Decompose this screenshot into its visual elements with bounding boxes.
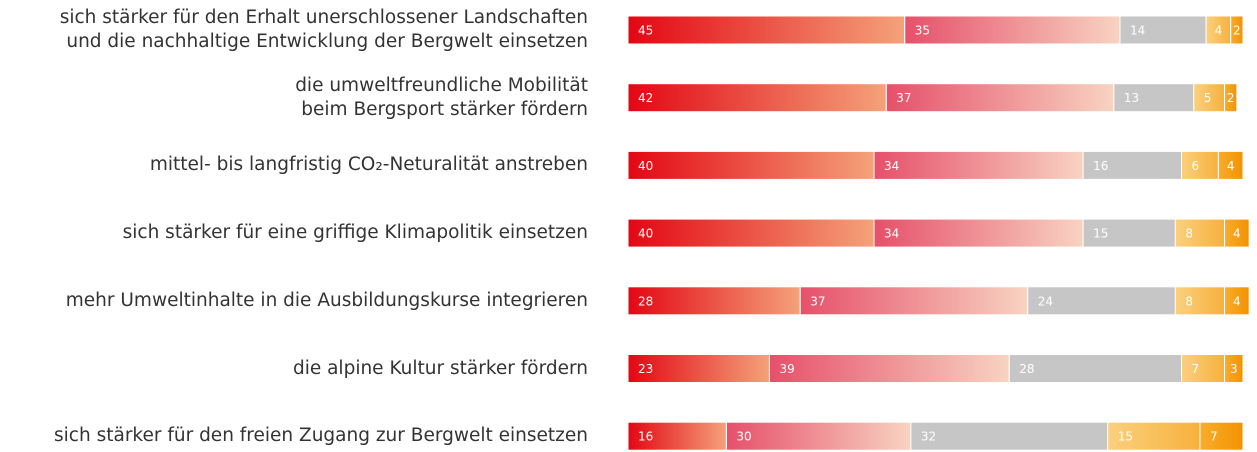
bar-segment	[910, 421, 1109, 451]
value-label: 37	[810, 294, 825, 308]
value-label: 15	[1118, 430, 1133, 444]
value-label: 4	[1233, 294, 1241, 308]
value-label: 16	[1093, 159, 1108, 173]
category-label: mittel- bis langfristig CO₂-Neturalität …	[149, 154, 588, 176]
bar-segment	[1008, 354, 1182, 383]
bar-segment	[725, 421, 912, 451]
value-label: 2	[1233, 24, 1241, 38]
bar-segment	[627, 354, 770, 383]
value-label: 40	[638, 227, 653, 241]
bar-segment	[627, 286, 801, 316]
value-label: 45	[638, 24, 653, 38]
value-label: 4	[1233, 227, 1241, 241]
bar-segment	[1107, 421, 1201, 451]
value-label: 37	[896, 91, 911, 105]
bar-segment	[1113, 83, 1195, 113]
value-label: 6	[1192, 159, 1200, 173]
category-label: sich stärker für den freien Zugang zur B…	[54, 425, 588, 447]
value-label: 28	[1019, 362, 1034, 376]
value-label: 32	[921, 430, 936, 444]
value-label: 4	[1215, 24, 1223, 38]
bar-segment	[627, 83, 887, 113]
value-label: 5	[1204, 91, 1212, 105]
category-label: sich stärker für eine griffige Klimapoli…	[122, 222, 588, 244]
bar-segment	[1230, 15, 1244, 45]
value-label: 7	[1210, 430, 1218, 444]
value-label: 8	[1185, 294, 1193, 308]
value-label: 30	[736, 430, 751, 444]
value-label: 24	[1038, 294, 1053, 308]
bar-segment	[885, 83, 1115, 113]
bar-segment	[627, 421, 727, 451]
bar-segment	[904, 15, 1121, 45]
value-label: 39	[779, 362, 794, 376]
value-label: 3	[1230, 362, 1238, 376]
bar-segment	[627, 150, 875, 180]
value-label: 7	[1192, 362, 1200, 376]
bar-segment	[627, 15, 906, 45]
bar-segment	[768, 354, 1010, 383]
value-label: 28	[638, 294, 653, 308]
bar-segment	[627, 218, 875, 248]
value-label: 8	[1185, 227, 1193, 241]
value-label: 35	[915, 24, 930, 38]
category-label: die umweltfreundliche Mobilität beim Ber…	[295, 74, 588, 120]
category-label: die alpine Kultur stärker fördern	[292, 357, 588, 379]
bar-segment	[799, 286, 1029, 316]
bar-segment	[1199, 421, 1244, 451]
category-label: mehr Umweltinhalte in die Ausbildungskur…	[65, 289, 588, 311]
bar-segment	[1224, 83, 1238, 113]
value-label: 23	[638, 362, 653, 376]
bar-segment	[1224, 286, 1250, 316]
value-label: 34	[884, 227, 899, 241]
value-label: 15	[1093, 227, 1108, 241]
bar-segment	[1224, 354, 1244, 383]
value-label: 34	[884, 159, 899, 173]
value-label: 40	[638, 159, 653, 173]
bar-segment	[1082, 150, 1182, 180]
bar-segment	[1174, 286, 1226, 316]
bar-segment	[1119, 15, 1207, 45]
bar-segment	[1217, 150, 1244, 180]
category-label: sich stärker für den Erhalt unerschlosse…	[59, 7, 588, 52]
value-label: 14	[1130, 24, 1145, 38]
bar-segment	[1181, 150, 1219, 180]
bar-segment	[1224, 218, 1250, 248]
value-label: 16	[638, 430, 653, 444]
value-label: 2	[1227, 91, 1235, 105]
bar-segment	[873, 218, 1084, 248]
bar-segment	[1174, 218, 1226, 248]
value-label: 13	[1124, 91, 1139, 105]
bar-segment	[1181, 354, 1226, 383]
value-label: 42	[638, 91, 653, 105]
value-label: 4	[1227, 159, 1235, 173]
bar-segment	[1027, 286, 1176, 316]
bar-segment	[873, 150, 1084, 180]
